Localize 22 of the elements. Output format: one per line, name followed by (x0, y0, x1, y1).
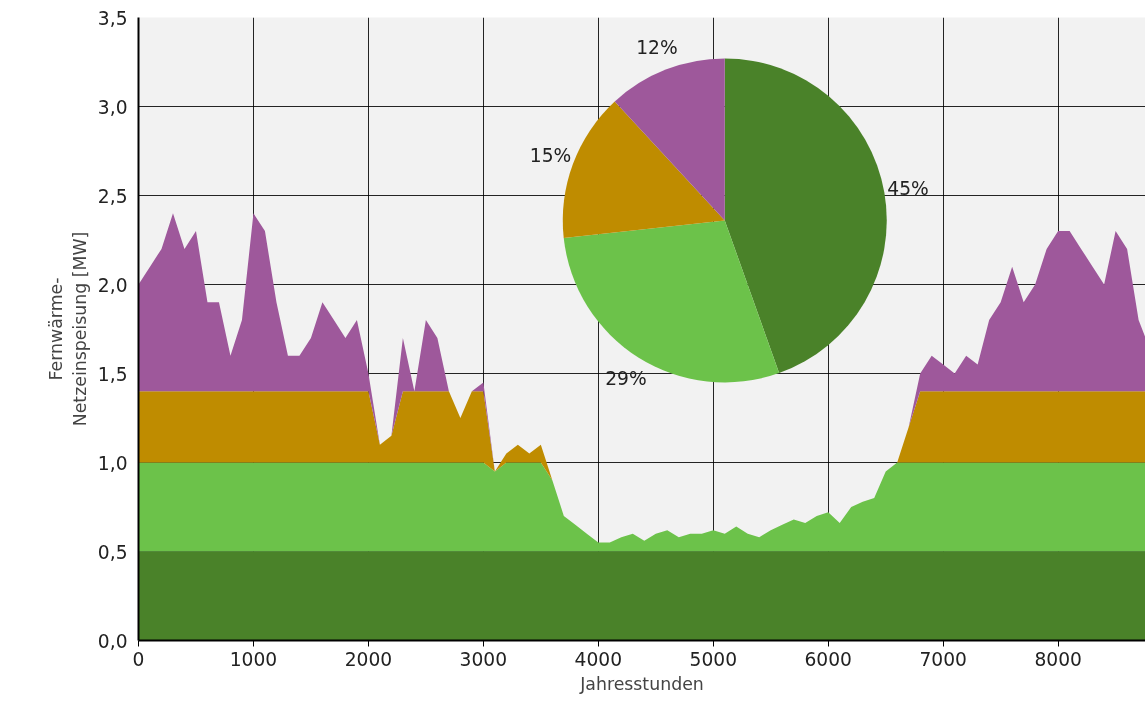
y-tick-label: 1,0 (97, 452, 128, 474)
x-axis-title: Jahresstunden (579, 673, 704, 694)
x-tick-label: 3000 (459, 648, 508, 670)
x-tick-label: 6000 (804, 648, 852, 670)
data-label: 12% (636, 36, 678, 58)
x-tick-label: 7000 (919, 648, 967, 670)
x-tick-label: 0 (132, 648, 145, 670)
y-tick-label: 3,0 (97, 96, 128, 118)
y-tick-label: 2,5 (97, 185, 128, 207)
x-tick-label: 5000 (689, 648, 738, 670)
x-tick-label: 1000 (229, 648, 278, 670)
x-tick-label: 4000 (574, 648, 623, 670)
y-axis-title: Fernwärme- Netzeinspeisung [MW] (45, 231, 90, 427)
data-label: 45% (887, 178, 929, 200)
y-tick-label: 2,0 (97, 274, 128, 296)
y-tick-label: 1,5 (97, 363, 128, 385)
y-tick-label: 3,5 (97, 7, 128, 29)
y-tick-label: 0,5 (97, 541, 128, 563)
x-tick-label: 8000 (1034, 648, 1082, 670)
x-tick-label: 2000 (344, 648, 393, 670)
data-label: 15% (529, 144, 572, 166)
y-tick-label: 0,0 (97, 630, 128, 652)
